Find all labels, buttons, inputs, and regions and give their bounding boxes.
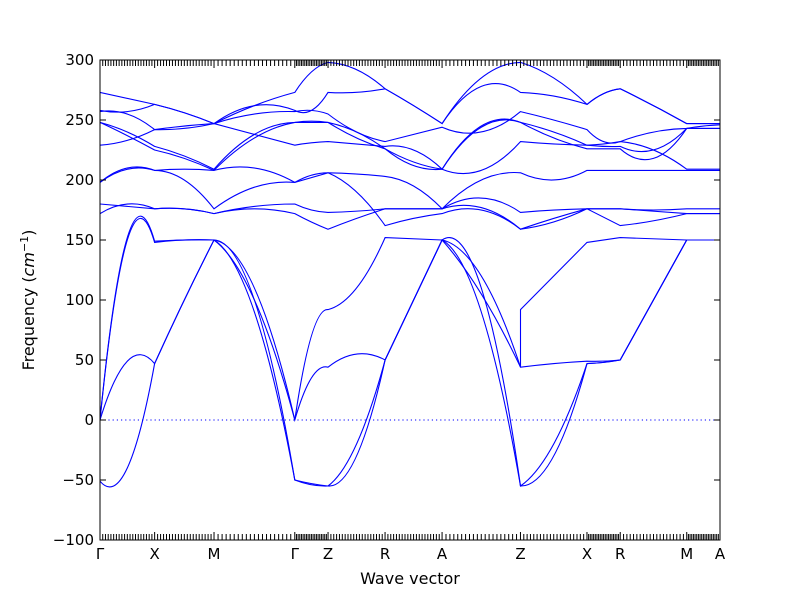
y-axis: −100 −50 0 50 100 150 200 250 300 [53,51,720,549]
phonon-bands [100,61,720,488]
y-axis-title-unit: cm [19,252,38,276]
y-tick-label: 300 [65,51,94,69]
x-tick-label: R [380,545,390,563]
x-tick-label: X [149,545,159,563]
y-tick-label: 50 [75,351,94,369]
x-tick-label: A [437,545,448,563]
phonon-band-7 [100,166,720,210]
phonon-band-6 [100,203,720,230]
x-tick-label: M [208,545,221,563]
y-tick-label: 200 [65,171,94,189]
plot-area [100,61,720,488]
phonon-band-14 [100,61,720,125]
x-tick-label: R [615,545,625,563]
y-tick-label: 150 [65,231,94,249]
y-tick-label: 0 [84,411,94,429]
y-axis-title-close: ) [19,230,38,236]
y-tick-label: −50 [62,471,94,489]
y-tick-label: −100 [53,531,94,549]
x-tick-label: X [582,545,592,563]
y-axis-title: Frequency (cm−1) [18,230,38,371]
x-tick-label: Γ [96,545,105,563]
phonon-band-10 [100,119,720,172]
x-axis-title: Wave vector [360,569,460,588]
x-tick-label: M [680,545,693,563]
y-axis-title-text: Frequency ( [19,276,38,370]
phonon-band-11 [100,118,720,171]
y-tick-label: 100 [65,291,94,309]
phonon-band-4 [100,239,720,488]
x-tick-label: Z [323,545,333,563]
x-tick-label: A [715,545,726,563]
x-tick-label: Γ [291,545,300,563]
x-tick-label: Z [515,545,525,563]
y-axis-title-exponent: −1 [18,236,31,252]
y-tick-label: 250 [65,111,94,129]
